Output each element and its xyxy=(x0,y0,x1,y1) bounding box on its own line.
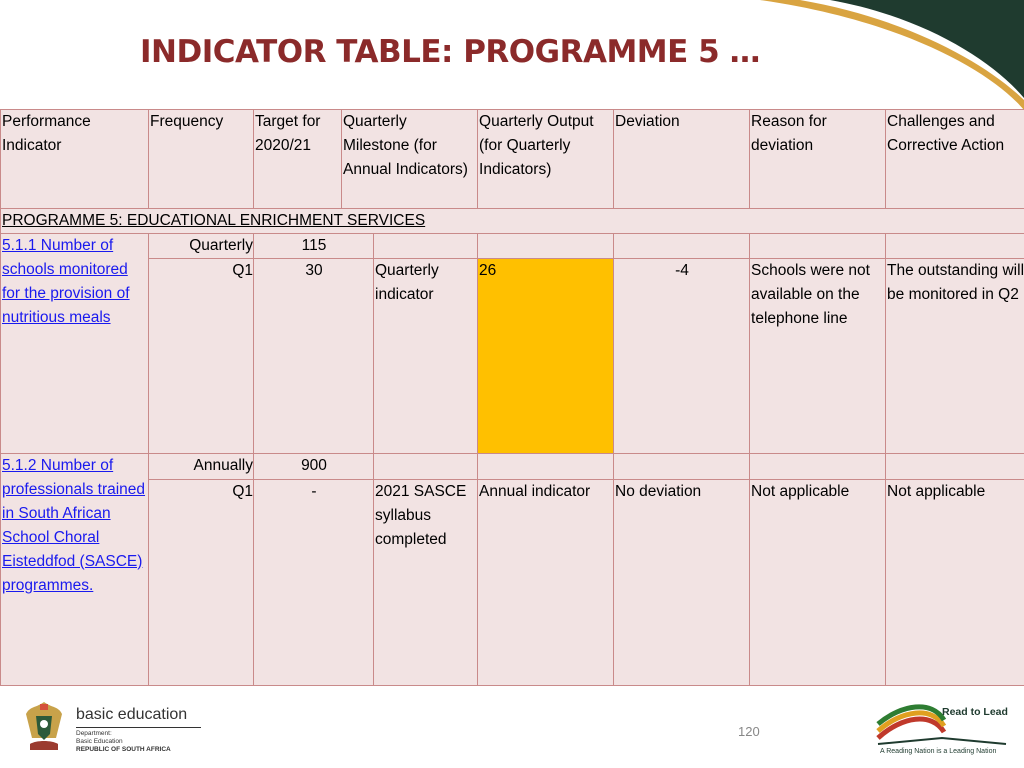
indicator-link[interactable]: 5.1.2 Number of professionals trained in… xyxy=(2,456,146,594)
annual-target-cell: 115 xyxy=(253,233,374,260)
empty-cell xyxy=(372,233,479,260)
empty-cell xyxy=(749,233,887,260)
milestone-cell: 2021 SASCE syllabus completed xyxy=(372,478,479,687)
department-line: REPUBLIC OF SOUTH AFRICA xyxy=(76,746,171,753)
corner-swoosh-decoration xyxy=(760,0,1024,110)
divider xyxy=(76,727,201,728)
empty-cell xyxy=(613,452,751,480)
empty-cell xyxy=(613,233,751,260)
table-row: 5.1.2 Number of professionals trained in… xyxy=(0,452,1024,687)
department-details: Department: Basic Education REPUBLIC OF … xyxy=(76,730,196,754)
indicator-link[interactable]: 5.1.1 Number of schools monitored for th… xyxy=(2,237,130,327)
empty-cell xyxy=(372,452,479,480)
header-deviation: Deviation xyxy=(613,108,751,210)
quarter-cell: Q1 xyxy=(148,258,254,454)
milestone-cell: Quarterly indicator xyxy=(372,258,479,454)
frequency-cell: Quarterly xyxy=(148,233,254,260)
section-title: PROGRAMME 5: EDUCATIONAL ENRICHMENT SERV… xyxy=(0,208,1024,235)
read-to-lead-tagline: A Reading Nation is a Leading Nation xyxy=(880,748,997,755)
indicator-cell: 5.1.2 Number of professionals trained in… xyxy=(0,452,149,687)
empty-cell xyxy=(477,452,615,480)
table-row: 5.1.1 Number of schools monitored for th… xyxy=(0,233,1024,454)
table-row: Q1 30 Quarterly indicator 26 -4 Schools … xyxy=(1,258,1024,454)
quarter-target-cell: - xyxy=(253,478,374,687)
output-cell: Annual indicator xyxy=(477,478,615,687)
department-name: basic education xyxy=(76,706,188,723)
indicator-table: Performance Indicator Frequency Target f… xyxy=(0,108,1024,687)
department-line: Department: xyxy=(76,730,112,737)
output-cell-highlighted: 26 xyxy=(477,258,615,454)
header-row: Performance Indicator Frequency Target f… xyxy=(0,108,1024,210)
department-line: Basic Education xyxy=(76,738,123,745)
quarter-target-cell: 30 xyxy=(253,258,374,454)
empty-cell xyxy=(885,233,1024,260)
deviation-cell: No deviation xyxy=(613,478,751,687)
basic-education-logo: basic education Department: Basic Educat… xyxy=(22,700,201,756)
deviation-cell: -4 xyxy=(613,258,751,454)
header-frequency: Frequency xyxy=(148,108,254,210)
table-row: Q1 - 2021 SASCE syllabus completed Annua… xyxy=(1,478,1024,687)
header-challenges: Challenges and Corrective Action xyxy=(885,108,1024,210)
frequency-cell: Annually xyxy=(148,452,254,480)
slide-title: INDICATOR TABLE: PROGRAMME 5 … xyxy=(139,34,761,70)
open-book-icon xyxy=(876,704,1007,745)
reason-cell: Schools were not available on the teleph… xyxy=(749,258,887,454)
page-number: 120 xyxy=(738,724,760,739)
read-to-lead-title: Read to Lead xyxy=(942,706,1008,718)
indicator-cell: 5.1.1 Number of schools monitored for th… xyxy=(0,233,149,454)
header-target: Target for 2020/21 xyxy=(253,108,342,210)
annual-target-cell: 900 xyxy=(253,452,374,480)
empty-cell xyxy=(885,452,1024,480)
empty-cell xyxy=(477,233,615,260)
challenges-cell: Not applicable xyxy=(885,478,1024,687)
header-quarterly-milestone: Quarterly Milestone (for Annual Indicato… xyxy=(340,108,479,210)
challenges-cell: The outstanding will be monitored in Q2 xyxy=(885,258,1024,454)
slide-footer: basic education Department: Basic Educat… xyxy=(0,688,1024,768)
header-quarterly-output: Quarterly Output (for Quarterly Indicato… xyxy=(477,108,615,210)
header-performance-indicator: Performance Indicator xyxy=(0,108,149,210)
section-row: PROGRAMME 5: EDUCATIONAL ENRICHMENT SERV… xyxy=(0,208,1024,235)
header-reason: Reason for deviation xyxy=(749,108,887,210)
read-to-lead-logo: Read to Lead A Reading Nation is a Leadi… xyxy=(872,698,1012,760)
empty-cell xyxy=(749,452,887,480)
coat-of-arms-icon xyxy=(26,702,62,750)
quarter-cell: Q1 xyxy=(148,478,254,687)
reason-cell: Not applicable xyxy=(749,478,887,687)
